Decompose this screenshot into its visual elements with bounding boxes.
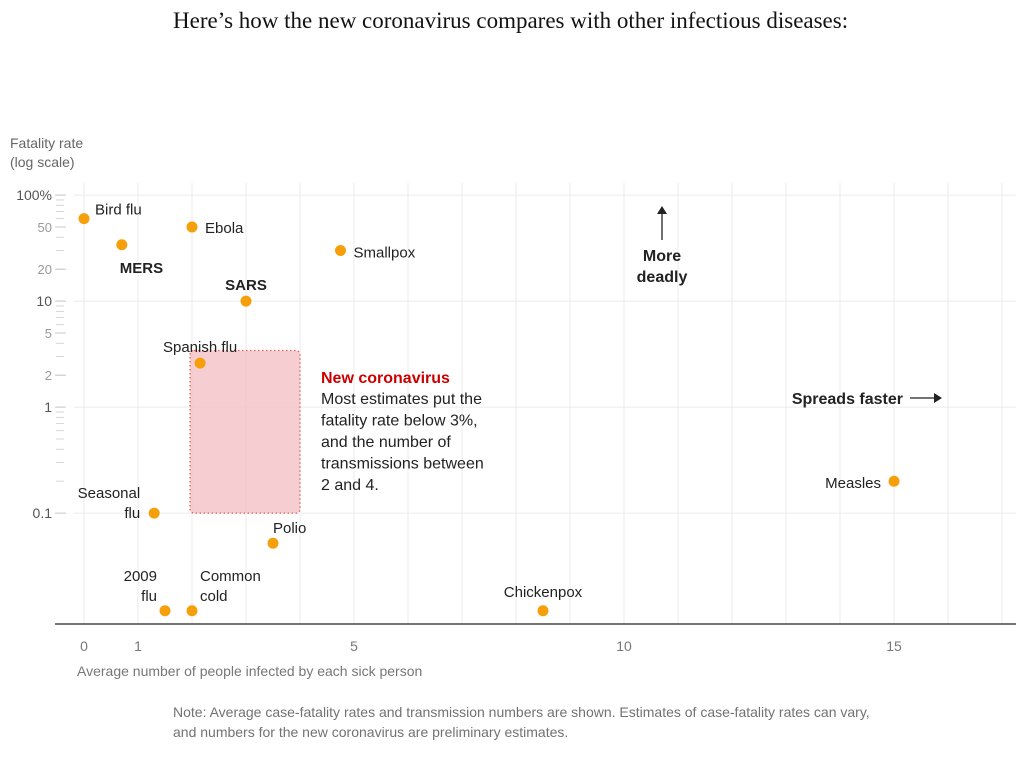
- point-bird-flu: Bird flu: [78, 202, 142, 225]
- y-tick-label: 2: [45, 368, 52, 383]
- point-label-seasonal-flu: flu: [124, 505, 140, 522]
- points-layer: Bird flu MERS Ebola Smallpox SARS Spanish flu…: [78, 202, 900, 617]
- point-ebola: Ebola: [186, 220, 244, 237]
- point-marker-mers: [116, 239, 128, 251]
- spreads-faster-label: Spreads faster: [792, 391, 903, 408]
- x-tick-label: 5: [350, 638, 358, 654]
- y-tick-label: 10: [36, 293, 52, 309]
- point-marker-ebola: [186, 221, 198, 233]
- point-marker-sars: [240, 295, 252, 307]
- y-tick-label: 5: [45, 326, 52, 341]
- point-marker-bird-flu: [78, 213, 90, 225]
- point-label-2009-flu: 2009: [124, 568, 157, 585]
- y-tick-label: 50: [38, 220, 52, 235]
- point-marker-2009-flu: [159, 605, 171, 617]
- point-common-cold: Common cold: [186, 568, 261, 617]
- point-label-common-cold: Common: [200, 568, 261, 585]
- point-label-measles: Measles: [825, 475, 881, 492]
- spreads-faster-arrow-head: [934, 393, 942, 403]
- point-smallpox: Smallpox: [335, 245, 416, 262]
- new-coronavirus-note: transmissions between: [321, 456, 484, 473]
- x-tick-label: 15: [886, 638, 902, 654]
- point-label-polio: Polio: [273, 520, 306, 537]
- point-marker-smallpox: [335, 245, 346, 257]
- scatter-chart: New coronavirus Most estimates put the fat…: [10, 135, 1016, 679]
- point-label-sars: SARS: [225, 277, 267, 294]
- y-tick-label: 0.1: [33, 505, 53, 521]
- headline: Here’s how the new coronavirus compares …: [173, 8, 849, 33]
- point-label-bird-flu: Bird flu: [95, 202, 142, 219]
- point-marker-chickenpox: [537, 605, 549, 617]
- point-sars: SARS: [225, 277, 267, 307]
- new-coronavirus-region: [189, 349, 301, 514]
- point-label-spanish-flu: Spanish flu: [163, 339, 237, 356]
- x-tick-label: 10: [616, 638, 632, 654]
- new-coronavirus-note: 2 and 4.: [321, 477, 379, 494]
- annotation-layer: More deadly Spreads faster: [637, 206, 942, 408]
- point-label-2009-flu: flu: [141, 588, 157, 605]
- point-marker-seasonal-flu: [148, 507, 160, 519]
- point-label-smallpox: Smallpox: [354, 245, 416, 262]
- y-tick-label: 100%: [16, 187, 52, 203]
- y-axis-title: (log scale): [10, 154, 75, 170]
- more-deadly-label: deadly: [637, 269, 688, 286]
- highlight-layer: New coronavirus Most estimates put the fat…: [189, 349, 484, 514]
- point-marker-common-cold: [186, 605, 198, 617]
- point-marker-polio: [267, 537, 279, 549]
- point-measles: Measles: [825, 475, 900, 492]
- point-label-common-cold: cold: [200, 588, 228, 605]
- new-coronavirus-note: and the number of: [321, 434, 451, 451]
- point-spanish-flu: Spanish flu: [163, 339, 237, 369]
- axis-layer: Fatality rate(log scale)100%5020105210.1…: [10, 135, 1016, 679]
- point-chickenpox: Chickenpox: [504, 584, 583, 617]
- point-mers: MERS: [116, 239, 163, 277]
- y-tick-label: 1: [44, 399, 52, 415]
- point-seasonal-flu: Seasonal flu: [78, 485, 160, 522]
- x-axis-title: Average number of people infected by eac…: [77, 663, 422, 679]
- point-marker-spanish-flu: [194, 357, 206, 369]
- point-marker-measles: [888, 475, 900, 487]
- point-2009-flu: 2009 flu: [124, 568, 171, 617]
- grid-layer: [74, 183, 1016, 624]
- new-coronavirus-title: New coronavirus: [321, 370, 450, 387]
- chart-note: Note: Average case-fatality rates and tr…: [173, 704, 870, 740]
- x-tick-label: 1: [134, 638, 142, 654]
- new-coronavirus-note: Most estimates put the: [321, 391, 482, 408]
- point-label-seasonal-flu: Seasonal: [78, 485, 141, 502]
- point-label-mers: MERS: [120, 260, 163, 277]
- point-polio: Polio: [267, 520, 306, 549]
- y-tick-label: 20: [38, 262, 52, 277]
- y-axis-title: Fatality rate: [10, 135, 83, 151]
- more-deadly-label: More: [643, 248, 681, 265]
- point-label-ebola: Ebola: [205, 220, 244, 237]
- point-label-chickenpox: Chickenpox: [504, 584, 583, 601]
- new-coronavirus-note: fatality rate below 3%,: [321, 413, 478, 430]
- x-tick-label: 0: [80, 638, 88, 654]
- more-deadly-arrow-head: [657, 206, 667, 214]
